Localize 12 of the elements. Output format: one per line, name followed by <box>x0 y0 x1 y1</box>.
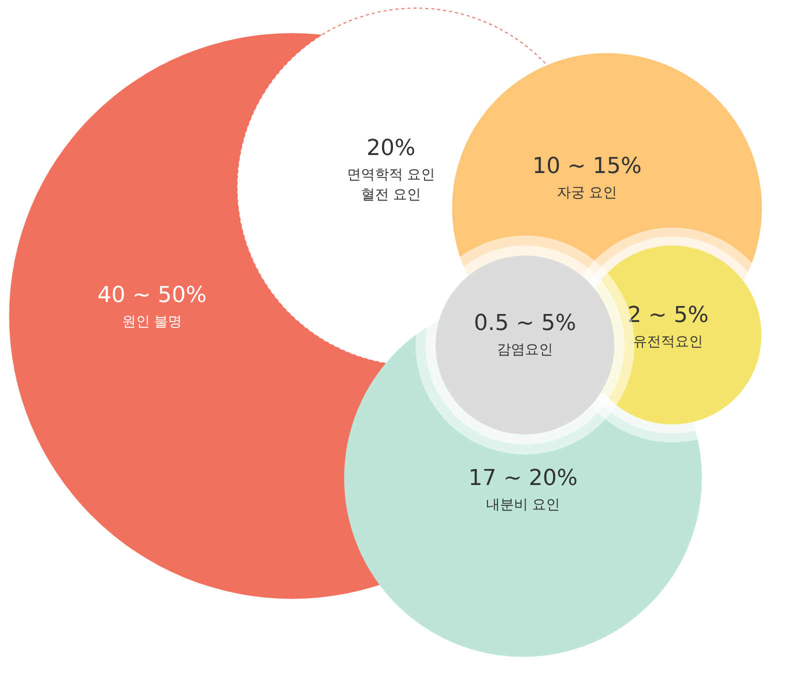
data-label: 10 ~ 15% <box>532 154 642 179</box>
category-label: 자궁 요인 <box>556 185 618 201</box>
category-label: 면역학적 요인 혈전 요인 <box>346 167 436 203</box>
category-label: 유전적요인 <box>633 334 703 350</box>
category-label: 감염요인 <box>497 342 553 358</box>
category-label: 원인 불명 <box>122 314 182 330</box>
data-label: 20% <box>366 136 416 161</box>
category-label: 내분비 요인 <box>486 497 560 513</box>
data-label: 40 ~ 50% <box>97 283 207 308</box>
data-label: 2 ~ 5% <box>627 303 709 328</box>
data-label: 0.5 ~ 5% <box>474 311 576 336</box>
data-label: 17 ~ 20% <box>468 466 578 491</box>
